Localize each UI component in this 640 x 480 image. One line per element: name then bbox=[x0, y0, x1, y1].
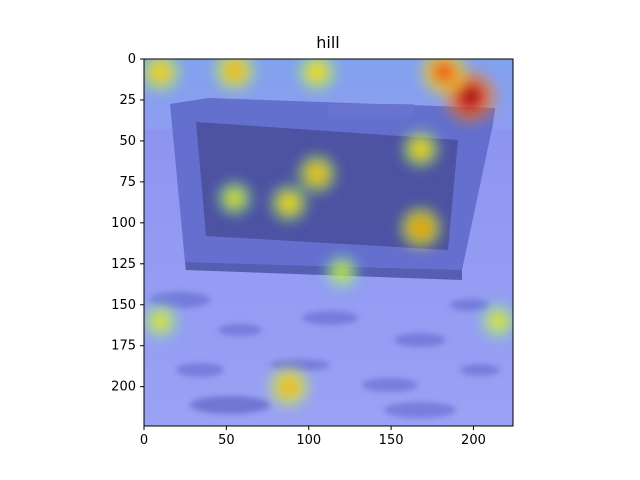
x-axis: 0 50 100 150 200 bbox=[140, 426, 486, 448]
hotspot-12-ring-2 bbox=[491, 314, 505, 328]
hotspot-11-ring-2 bbox=[153, 314, 167, 328]
y-tick-label: 200 bbox=[111, 380, 136, 395]
y-axis: 0 25 50 75 100 125 150 175 200 bbox=[111, 52, 144, 395]
hotspot-1-ring-2 bbox=[435, 63, 453, 81]
x-tick-label: 200 bbox=[461, 433, 486, 448]
y-tick-label: 0 bbox=[128, 52, 136, 67]
hotspot-3-ring-2 bbox=[153, 64, 168, 80]
tv-set bbox=[170, 98, 495, 280]
y-tick-label: 125 bbox=[111, 257, 136, 272]
hotspot-6-ring-2 bbox=[413, 142, 428, 157]
y-tick-label: 25 bbox=[119, 93, 136, 108]
hotspot-0-ring-2 bbox=[460, 87, 480, 107]
hotspot-5-ring-2 bbox=[413, 220, 429, 236]
chart-title: hill bbox=[316, 33, 339, 52]
plot-frame bbox=[143, 58, 514, 427]
ground-shadow-patches bbox=[150, 292, 500, 418]
y-tick-label: 50 bbox=[119, 134, 136, 149]
activation-overlay bbox=[144, 59, 513, 408]
hotspot-10-ring-2 bbox=[281, 379, 297, 395]
x-tick-label: 150 bbox=[379, 433, 404, 448]
x-tick-label: 50 bbox=[218, 433, 235, 448]
heatmap-image bbox=[144, 59, 513, 426]
hotspot-9-ring-2 bbox=[228, 191, 242, 205]
hotspot-4-ring-2 bbox=[310, 65, 324, 80]
y-tick-label: 100 bbox=[111, 216, 136, 231]
hotspot-13-ring-2 bbox=[335, 265, 348, 279]
hotspot-8-ring-2 bbox=[282, 196, 296, 211]
hotspot-2-ring-2 bbox=[227, 63, 243, 78]
x-tick-label: 0 bbox=[140, 433, 148, 448]
x-tick-label: 100 bbox=[296, 433, 321, 448]
y-tick-label: 175 bbox=[111, 339, 136, 354]
hotspot-7-ring-2 bbox=[309, 166, 325, 181]
y-tick-label: 150 bbox=[111, 298, 136, 313]
y-tick-label: 75 bbox=[119, 175, 136, 190]
